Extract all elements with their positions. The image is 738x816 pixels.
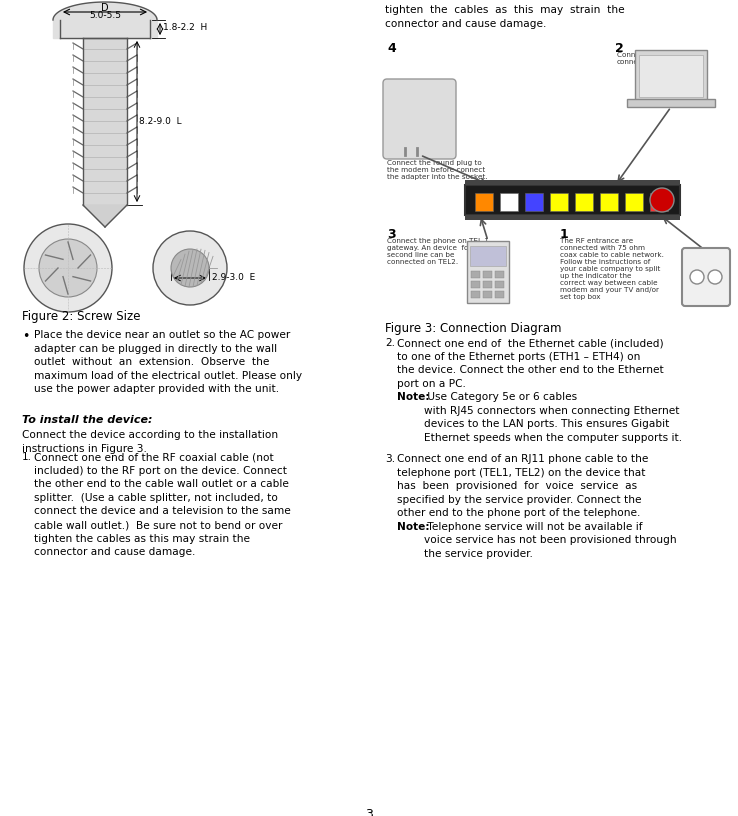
Text: 3: 3 [365,808,373,816]
Text: 2: 2 [615,42,624,55]
Bar [635,50,707,100]
Bar [465,185,680,215]
Text: To install the device:: To install the device: [22,415,153,425]
Text: Connect the phone on TEL 1
gateway. An device  for a
second line can be
connecte: Connect the phone on TEL 1 gateway. An d… [387,238,489,265]
Text: 2.: 2. [385,338,395,348]
Text: 5.0-5.5: 5.0-5.5 [89,11,121,20]
Text: The RF entrance are
connected with 75 ohm
coax cable to cable network.
Follow th: The RF entrance are connected with 75 oh… [560,238,664,300]
Circle shape [153,231,227,305]
Circle shape [708,270,722,284]
Circle shape [650,188,674,212]
Bar [471,271,480,278]
Bar [639,55,703,97]
Text: Place the device near an outlet so the AC power
adapter can be plugged in direct: Place the device near an outlet so the A… [34,330,302,394]
Bar [475,193,493,211]
Text: Note:: Note: [397,392,430,402]
Bar [495,281,504,288]
Text: D: D [101,3,108,13]
FancyBboxPatch shape [383,79,456,159]
Bar [471,281,480,288]
Text: 2.9-3.0  E: 2.9-3.0 E [212,273,255,282]
Text: 1.: 1. [22,452,32,462]
Text: Connect one end of  the Ethernet cable (included)
to one of the Ethernet ports (: Connect one end of the Ethernet cable (i… [397,338,663,388]
Bar [495,271,504,278]
Bar [467,241,509,303]
Bar [483,291,492,298]
Polygon shape [83,205,127,227]
Text: tighten  the  cables  as  this  may  strain  the
connector and cause damage.: tighten the cables as this may strain th… [385,5,624,29]
FancyBboxPatch shape [682,248,730,306]
Bar [575,193,593,211]
Circle shape [171,249,209,287]
Text: Connect one end of an RJ11 phone cable to the
telephone port (TEL1, TEL2) on the: Connect one end of an RJ11 phone cable t… [397,454,649,518]
Text: 3: 3 [387,228,396,241]
Text: Connect the device according to the installation
instructions in Figure 3.: Connect the device according to the inst… [22,430,278,454]
Bar [600,193,618,211]
Circle shape [39,239,97,297]
Text: Use Category 5e or 6 cables
with RJ45 connectors when connecting Ethernet
device: Use Category 5e or 6 cables with RJ45 co… [424,392,682,443]
Text: Telephone service will not be available if
voice service has not been provisione: Telephone service will not be available … [424,521,677,559]
Circle shape [690,270,704,284]
Text: Note:: Note: [397,521,430,531]
Text: Figure 2: Screw Size: Figure 2: Screw Size [22,310,140,323]
Text: Connect one end of the RF coaxial cable (not
included) to the RF port on the dev: Connect one end of the RF coaxial cable … [34,452,291,557]
Bar [650,193,668,211]
Circle shape [24,224,112,312]
Text: Connect the round plug to
the modem before connect
the adapter into the socket.: Connect the round plug to the modem befo… [387,160,488,180]
Text: Figure 3: Connection Diagram: Figure 3: Connection Diagram [385,322,562,335]
Text: 8.2-9.0  L: 8.2-9.0 L [139,118,182,126]
Bar [627,99,715,107]
Bar [465,180,680,185]
Bar [525,193,543,211]
Text: 1: 1 [560,228,569,241]
Bar [465,215,680,220]
Bar [500,193,518,211]
Bar [483,281,492,288]
Text: •: • [22,330,30,343]
Text: 3.: 3. [385,454,395,464]
Text: 1.8-2.2  H: 1.8-2.2 H [163,24,207,33]
Bar [483,271,492,278]
Bar [495,291,504,298]
Bar [550,193,568,211]
Text: Connect PC to the LAN
connector: Connect PC to the LAN connector [617,52,699,65]
Text: 4: 4 [387,42,396,55]
Bar [471,291,480,298]
Bar [625,193,643,211]
Bar [83,38,127,205]
Bar [470,246,506,266]
